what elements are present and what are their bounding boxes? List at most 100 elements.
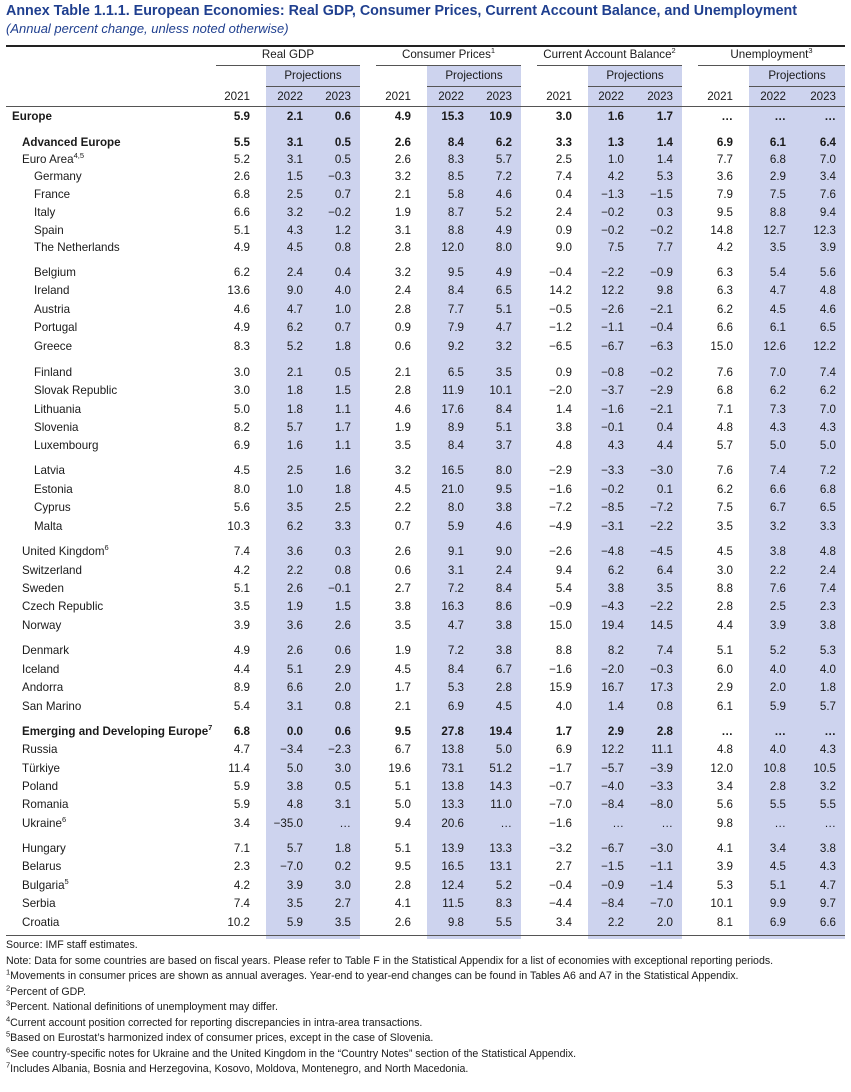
- table-cell: 5.0: [495, 743, 512, 756]
- table-cell: 6.4: [819, 136, 836, 149]
- table-row: San Marino 5.4 3.1 0.8 2.1 6.9 4.5 4.0 1.4 0.8 6.1…: [0, 700, 851, 717]
- table-cell: 3.2: [495, 340, 512, 353]
- table-cell: 9.2: [447, 340, 464, 353]
- table-cell: 0.9: [394, 321, 411, 334]
- table-cell: −0.2: [601, 224, 624, 237]
- row-label: San Marino: [22, 700, 82, 713]
- table-cell: 0.9: [555, 366, 572, 379]
- table-cell: 19.6: [388, 762, 411, 775]
- table-cell: 4.0: [334, 284, 351, 297]
- table-cell: 7.0: [819, 153, 836, 166]
- table-cell: 2.1: [394, 700, 411, 713]
- projections-underline-3: [749, 86, 845, 87]
- table-cell: 51.2: [489, 762, 512, 775]
- table-cell: 0.6: [394, 340, 411, 353]
- table-cell: 3.3: [334, 520, 351, 533]
- table-cell: 4.3: [819, 860, 836, 873]
- table-cell: 2.8: [394, 241, 411, 254]
- table-cell: 3.4: [555, 916, 572, 929]
- table-cell: 4.3: [286, 224, 303, 237]
- table-cell: 5.7: [286, 421, 303, 434]
- table-cell: 2.4: [555, 206, 572, 219]
- table-cell: 3.5: [334, 916, 351, 929]
- table-cell: …: [774, 110, 786, 123]
- table-cell: −1.2: [549, 321, 572, 334]
- table-cell: 3.8: [819, 842, 836, 855]
- table-cell: 7.2: [495, 170, 512, 183]
- table-cell: 3.2: [394, 266, 411, 279]
- table-row: Ireland 13.6 9.0 4.0 2.4 8.4 6.5 14.2 12.2 9.8 6.3…: [0, 284, 851, 301]
- table-cell: 4.9: [394, 110, 411, 123]
- table-cell: 4.5: [769, 860, 786, 873]
- table-cell: 0.5: [334, 780, 351, 793]
- table-cell: −0.7: [549, 780, 572, 793]
- table-cell: 8.9: [233, 681, 250, 694]
- table-row: Switzerland 4.2 2.2 0.8 0.6 3.1 2.4 9.4 6.2 6.4 3.…: [0, 564, 851, 581]
- table-cell: −2.9: [650, 384, 673, 397]
- table-cell: 0.5: [334, 153, 351, 166]
- table-cell: 10.8: [763, 762, 786, 775]
- table-cell: 8.3: [447, 153, 464, 166]
- table-cell: 14.3: [489, 780, 512, 793]
- table-cell: 2.8: [495, 681, 512, 694]
- table-cell: 4.5: [495, 700, 512, 713]
- table-cell: 6.6: [819, 916, 836, 929]
- row-label: Emerging and Developing Europe7: [22, 723, 213, 738]
- table-cell: 6.5: [447, 366, 464, 379]
- table-cell: 3.2: [394, 170, 411, 183]
- footnote: 6See country-specific notes for Ukraine …: [6, 1044, 577, 1060]
- table-cell: 7.7: [716, 153, 733, 166]
- row-label: Hungary: [22, 842, 66, 855]
- table-cell: 5.1: [286, 663, 303, 676]
- table-cell: 9.8: [447, 916, 464, 929]
- table-cell: 1.8: [286, 403, 303, 416]
- table-cell: 0.3: [656, 206, 673, 219]
- table-cell: 6.1: [769, 136, 786, 149]
- table-cell: 0.6: [334, 725, 351, 738]
- table-cell: 2.8: [656, 725, 673, 738]
- row-label: Greece: [34, 340, 73, 353]
- table-row: Iceland 4.4 5.1 2.9 4.5 8.4 6.7 −1.6 −2.0 −0.3 6.0…: [0, 663, 851, 680]
- table-cell: 5.4: [555, 582, 572, 595]
- table-cell: 9.8: [656, 284, 673, 297]
- table-cell: −6.3: [650, 340, 673, 353]
- table-cell: 3.6: [716, 170, 733, 183]
- table-cell: 1.8: [286, 384, 303, 397]
- table-cell: 9.5: [716, 206, 733, 219]
- table-cell: −8.0: [650, 798, 673, 811]
- table-cell: 5.6: [233, 501, 250, 514]
- table-cell: −0.2: [650, 224, 673, 237]
- table-cell: 4.2: [233, 564, 250, 577]
- table-cell: 5.1: [769, 879, 786, 892]
- table-cell: −0.9: [549, 600, 572, 613]
- table-row: Europe 5.9 2.1 0.6 4.9 15.3 10.9 3.0 1.6 1.7………: [0, 110, 851, 127]
- table-cell: −1.6: [549, 663, 572, 676]
- table-cell: 2.2: [769, 564, 786, 577]
- row-label: Poland: [22, 780, 59, 793]
- table-cell: 7.4: [819, 582, 836, 595]
- year-header: 2023: [486, 90, 512, 103]
- table-cell: 2.8: [716, 600, 733, 613]
- row-label: Sweden: [22, 582, 64, 595]
- table-cell: 5.5: [819, 798, 836, 811]
- table-row: The Netherlands 4.9 4.5 0.8 2.8 12.0 8.0 9.0 7.5…: [0, 241, 851, 258]
- row-label: Iceland: [22, 663, 60, 676]
- table-cell: 7.9: [447, 321, 464, 334]
- year-header: 2021: [385, 90, 411, 103]
- table-cell: 10.2: [227, 916, 250, 929]
- table-cell: 3.0: [334, 762, 351, 775]
- projection-shade-0: [266, 65, 360, 939]
- table-row: Czech Republic 3.5 1.9 1.5 3.8 16.3 8.6 −0.9 −4.…: [0, 600, 851, 617]
- table-cell: 5.9: [233, 780, 250, 793]
- table-cell: −8.5: [601, 501, 624, 514]
- table-cell: 6.3: [716, 284, 733, 297]
- table-cell: 7.6: [716, 366, 733, 379]
- table-cell: 8.8: [769, 206, 786, 219]
- projections-header: Projections: [768, 69, 826, 82]
- row-label: Belgium: [34, 266, 76, 279]
- table-row: Belgium 6.2 2.4 0.4 3.2 9.5 4.9 −0.4 −2.2 −0.9 6.3…: [0, 266, 851, 283]
- table-cell: −4.8: [601, 545, 624, 558]
- table-cell: 12.2: [601, 743, 624, 756]
- table-cell: 12.0: [441, 241, 464, 254]
- table-cell: 4.2: [233, 879, 250, 892]
